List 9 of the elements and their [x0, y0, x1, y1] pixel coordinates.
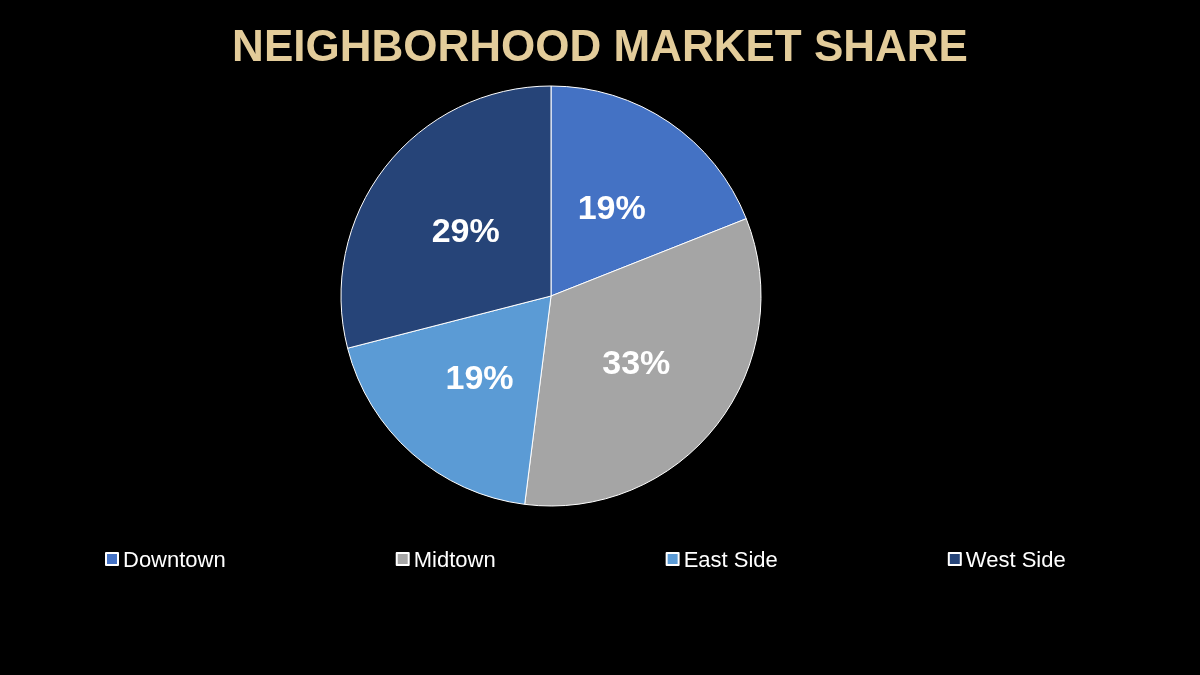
chart-title: NEIGHBORHOOD MARKET SHARE: [232, 20, 968, 70]
data-label: 19%: [577, 187, 646, 226]
legend-label: Downtown: [123, 546, 226, 572]
legend-label: Midtown: [413, 546, 496, 572]
legend-label: East Side: [683, 546, 778, 572]
data-label: 29%: [431, 210, 500, 249]
legend-label: West Side: [965, 546, 1066, 572]
data-label: 33%: [602, 343, 671, 382]
data-label: 19%: [445, 358, 514, 397]
